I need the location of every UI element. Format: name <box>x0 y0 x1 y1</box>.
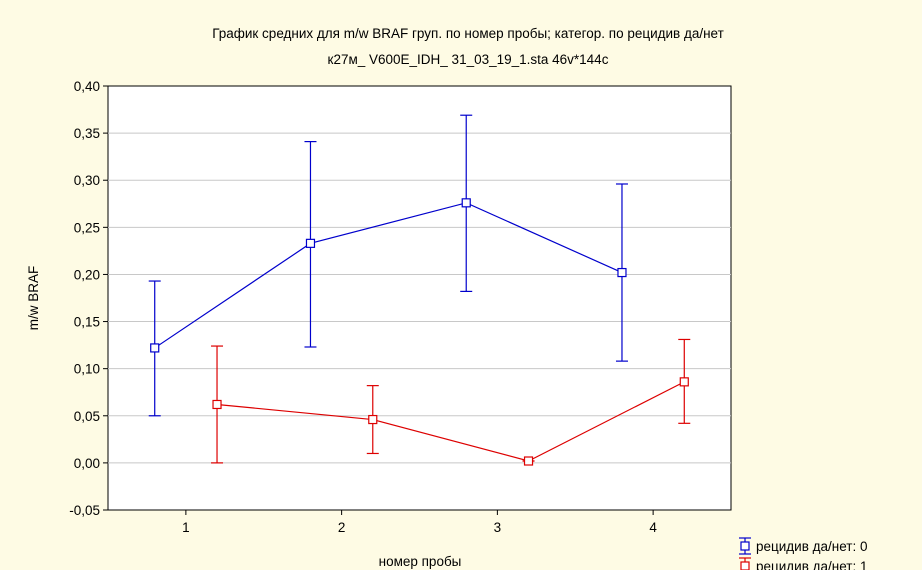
y-tick-label: 0,25 <box>74 220 100 235</box>
data-point <box>305 238 316 248</box>
y-tick-label: 0,30 <box>74 173 100 188</box>
y-axis-label: m/w BRAF <box>26 266 41 331</box>
y-tick-label: 0,15 <box>74 315 100 330</box>
chart-title: График средних для m/w BRAF груп. по ном… <box>212 26 724 41</box>
data-point <box>150 343 160 353</box>
legend-marker <box>740 541 750 551</box>
y-tick-label: -0,05 <box>69 503 100 518</box>
y-axis: -0,05 0,00 0,05 0,10 0,15 0,20 0,25 0,30 0,35 0,4… <box>69 79 108 518</box>
data-point <box>679 377 689 387</box>
y-tick-label: 0,10 <box>74 362 100 377</box>
x-tick-label: 4 <box>649 520 657 535</box>
x-tick-label: 1 <box>182 520 190 535</box>
x-tick-label: 3 <box>494 520 502 535</box>
data-point <box>368 414 378 425</box>
y-tick-label: 0,20 <box>74 267 100 282</box>
data-point <box>617 267 627 278</box>
y-tick-label: 0,40 <box>74 79 100 94</box>
legend: рецидив да/нет: 0 рецидив да/нет: 1 <box>739 537 867 570</box>
plot-area <box>107 85 732 511</box>
series-line <box>216 381 685 462</box>
legend-label: рецидив да/нет: 0 <box>756 539 867 554</box>
y-tick-label: 0,00 <box>74 456 100 471</box>
y-tick-label: 0,35 <box>74 126 100 141</box>
legend-label: рецидив да/нет: 1 <box>756 559 867 570</box>
x-tick-label: 2 <box>338 520 346 535</box>
legend-item-1: рецидив да/нет: 1 <box>739 557 867 570</box>
series-0 <box>148 114 628 417</box>
x-axis: 1 2 3 4 <box>182 510 657 535</box>
chart-subtitle: к27м_ V600E_IDH_ 31_03_19_1.sta 46v*144c <box>328 52 609 67</box>
series-1 <box>211 338 691 466</box>
y-tick-label: 0,05 <box>74 409 100 424</box>
data-point <box>212 399 222 410</box>
legend-item-0: рецидив да/нет: 0 <box>739 537 867 555</box>
data-point <box>461 198 471 208</box>
x-axis-label: номер пробы <box>379 554 462 569</box>
data-point <box>523 456 534 466</box>
grid <box>108 132 731 464</box>
series-line <box>154 202 623 349</box>
series-layer <box>148 114 691 466</box>
legend-marker <box>740 561 750 570</box>
